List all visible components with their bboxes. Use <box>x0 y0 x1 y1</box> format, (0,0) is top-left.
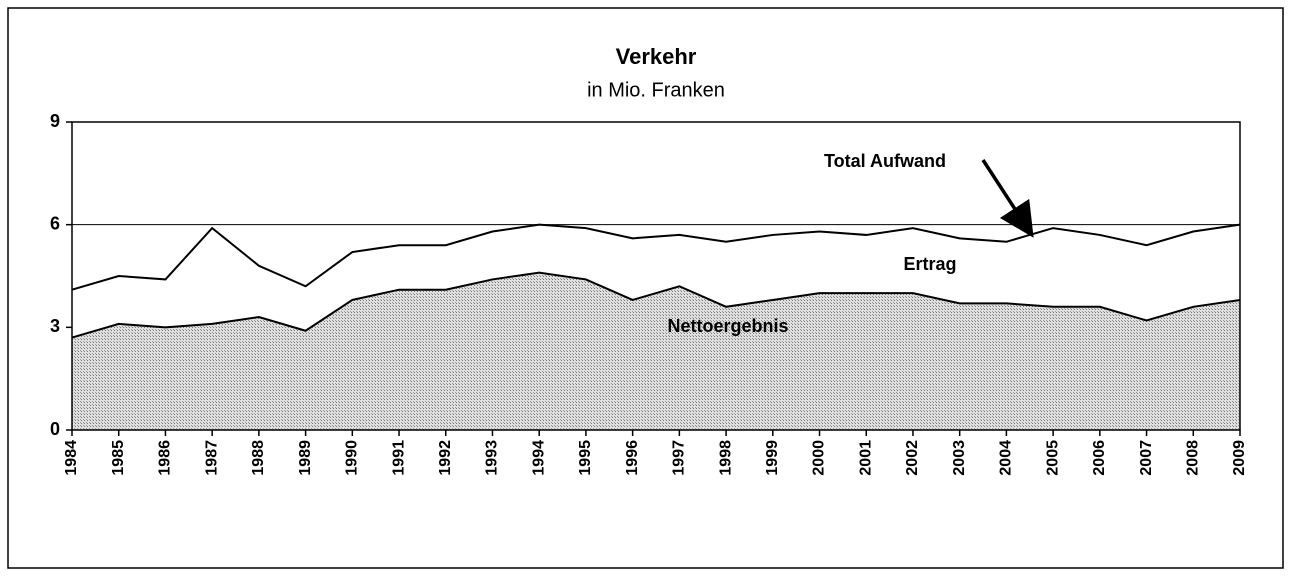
x-tick-label: 1991 <box>390 440 407 476</box>
annotation-arrow <box>981 159 1034 238</box>
x-tick-label: 2003 <box>951 440 968 476</box>
series-label: Total Aufwand <box>824 151 946 171</box>
x-tick-label: 2005 <box>1044 440 1061 476</box>
y-tick-label: 6 <box>50 213 60 233</box>
x-tick-label: 1988 <box>250 440 267 476</box>
x-tick-label: 1984 <box>63 440 80 476</box>
y-tick-label: 9 <box>50 111 60 131</box>
x-tick-label: 2002 <box>904 440 921 476</box>
x-tick-label: 1996 <box>624 440 641 476</box>
chart-subtitle: in Mio. Franken <box>587 79 725 101</box>
x-tick-label: 2000 <box>811 440 828 476</box>
x-tick-label: 2008 <box>1184 440 1201 476</box>
x-tick-label: 2006 <box>1091 440 1108 476</box>
x-tick-label: 1989 <box>297 440 314 476</box>
x-tick-label: 1987 <box>203 440 220 476</box>
x-tick-label: 2009 <box>1231 440 1248 476</box>
x-tick-label: 1993 <box>484 440 501 476</box>
annotation: Ertrag <box>903 254 956 274</box>
x-tick-label: 1999 <box>764 440 781 476</box>
y-tick-label: 0 <box>50 419 60 439</box>
x-tick-label: 1985 <box>110 440 127 476</box>
x-tick-label: 1992 <box>437 440 454 476</box>
x-tick-label: 2007 <box>1138 440 1155 476</box>
x-tick-label: 1995 <box>577 440 594 476</box>
x-tick-label: 1990 <box>344 440 361 476</box>
x-tick-label: 2004 <box>998 440 1015 476</box>
plot-frame <box>71 121 1241 431</box>
line <box>71 223 1241 291</box>
area <box>72 272 1240 430</box>
x-tick-label: 1998 <box>717 440 734 476</box>
series-label: Nettoergebnis <box>667 316 788 336</box>
chart-title: Verkehr <box>616 44 697 69</box>
x-tick-label: 1986 <box>157 440 174 476</box>
x-tick-label: 1994 <box>530 440 547 476</box>
line <box>71 271 1241 339</box>
y-tick-label: 3 <box>50 316 60 336</box>
x-tick-label: 1997 <box>671 440 688 476</box>
x-tick-label: 2001 <box>857 440 874 476</box>
